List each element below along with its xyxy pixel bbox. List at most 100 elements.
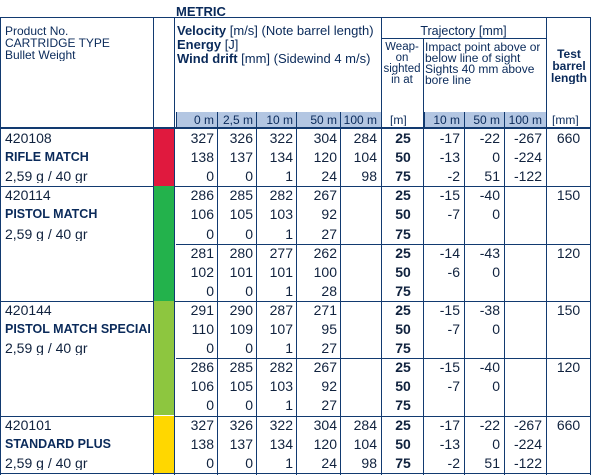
trajectory-value: 51 — [484, 169, 500, 184]
sighted-distance: 50 — [395, 436, 411, 451]
velocity-value: 137 — [229, 150, 253, 165]
grid-line — [217, 112, 218, 127]
test-barrel-value: 120 — [556, 360, 581, 375]
velocity-value: 262 — [313, 245, 337, 260]
grid-line — [217, 129, 218, 475]
trajectory-value: -7 — [447, 379, 460, 394]
sighted-distance: 25 — [395, 188, 411, 203]
product-no-label: Product No. — [5, 25, 69, 38]
trajectory-value: -7 — [447, 322, 460, 336]
trajectory-value: 0 — [492, 436, 500, 451]
velocity-value: 102 — [190, 264, 214, 279]
distance-label: 100 m — [343, 114, 377, 126]
sighted-distance: 75 — [395, 226, 411, 241]
trajectory-value: -40 — [479, 360, 500, 375]
cartridge-type: STANDARD PLUS — [5, 437, 112, 451]
product-number: 420101 — [5, 417, 52, 432]
sighted-distance: 25 — [395, 131, 411, 145]
velocity-value: 280 — [229, 245, 253, 260]
velocity-value: 103 — [269, 379, 293, 394]
grid-line — [153, 17, 154, 475]
wind-drift-note: [mm] (Sidewind 4 m/s) — [237, 51, 371, 66]
velocity-value: 290 — [229, 302, 253, 317]
impact-header: Impact point above or below line of sight… — [425, 42, 541, 86]
trajectory-value: -13 — [439, 436, 460, 451]
trajectory-value: -224 — [513, 436, 542, 451]
velocity-value: 28 — [321, 283, 337, 298]
grid-line — [382, 38, 546, 39]
trajectory-value: -15 — [439, 188, 460, 203]
sighted-distance: 25 — [395, 302, 411, 317]
grid-line — [340, 112, 341, 127]
test-barrel-value: 660 — [556, 131, 581, 145]
bullet-weight: 2,59 g / 40 gr — [5, 455, 88, 470]
velocity-value: 277 — [269, 245, 293, 260]
trajectory-value: -13 — [439, 150, 460, 165]
distance-label: 10 m — [266, 114, 293, 126]
grid-line — [296, 112, 297, 127]
trajectory-distance-band — [424, 112, 546, 127]
velocity-value: 120 — [313, 436, 337, 451]
sighted-distance: 75 — [395, 398, 411, 413]
velocity-value: 120 — [313, 150, 337, 165]
product-number: 420114 — [5, 188, 51, 203]
grid-line — [0, 17, 591, 18]
weapon-sighted-header: Weap-on sighted in at — [383, 42, 421, 86]
grid-line — [0, 415, 591, 417]
trajectory-value: -224 — [513, 150, 542, 165]
velocity-value: 322 — [269, 417, 293, 432]
unit-mm-label: [mm] — [552, 114, 579, 126]
grid-line — [381, 17, 382, 475]
grid-line — [256, 112, 257, 127]
velocity-label: Velocity — [177, 24, 227, 38]
velocity-note: [m/s] (Note barrel length) — [226, 24, 374, 38]
trajectory-value: 0 — [492, 322, 500, 336]
velocity-value: 110 — [191, 322, 214, 336]
sighted-distance: 75 — [395, 455, 411, 470]
trajectory-distance-label: 100 m — [508, 114, 542, 126]
trajectory-value: -7 — [447, 207, 460, 222]
trajectory-header: Trajectory [mm] — [420, 25, 507, 38]
velocity-value: 24 — [321, 169, 337, 184]
ballistics-header: Velocity [m/s] (Note barrel length) Ener… — [177, 24, 374, 66]
trajectory-value: 0 — [492, 207, 500, 222]
velocity-value: 138 — [190, 150, 214, 165]
velocity-value: 327 — [190, 417, 214, 432]
velocity-value: 326 — [229, 417, 253, 432]
grid-line — [504, 112, 505, 127]
trajectory-value: 0 — [492, 264, 500, 279]
trajectory-value: -17 — [439, 417, 460, 432]
velocity-value: 1 — [285, 398, 293, 413]
grid-line — [176, 243, 591, 245]
bullet-weight: 2,59 g / 40 gr — [5, 169, 88, 184]
trajectory-value: -267 — [513, 131, 542, 145]
velocity-value: 134 — [269, 436, 293, 451]
table-title: METRIC — [176, 5, 226, 18]
trajectory-value: -122 — [513, 455, 542, 470]
sighted-distance: 25 — [395, 360, 411, 375]
velocity-value: 0 — [245, 341, 253, 356]
cartridge-type: PISTOL MATCH SPECIAL — [5, 323, 150, 336]
velocity-value: 27 — [321, 341, 337, 356]
velocity-value: 0 — [245, 169, 253, 184]
velocity-value: 0 — [206, 398, 214, 413]
velocity-value: 95 — [321, 322, 337, 336]
grid-line — [256, 129, 257, 475]
grid-line — [464, 112, 465, 127]
grid-line — [546, 17, 547, 475]
trajectory-value: -2 — [447, 169, 460, 184]
grid-line — [464, 129, 465, 475]
trajectory-value: -15 — [439, 302, 460, 317]
cartridge-color-bar — [153, 129, 174, 187]
velocity-value: 27 — [321, 398, 337, 413]
velocity-value: 287 — [269, 302, 293, 317]
trajectory-value: 51 — [484, 455, 500, 470]
sighted-distance: 50 — [395, 207, 411, 222]
bullet-weight: 2,59 g / 40 gr — [5, 226, 88, 241]
velocity-value: 106 — [190, 207, 214, 222]
velocity-value: 98 — [361, 169, 377, 184]
trajectory-value: -22 — [479, 131, 500, 145]
cartridge-type: RIFLE MATCH — [5, 151, 89, 164]
cartridge-type-label: CARTRIDGE TYPE — [5, 36, 110, 50]
